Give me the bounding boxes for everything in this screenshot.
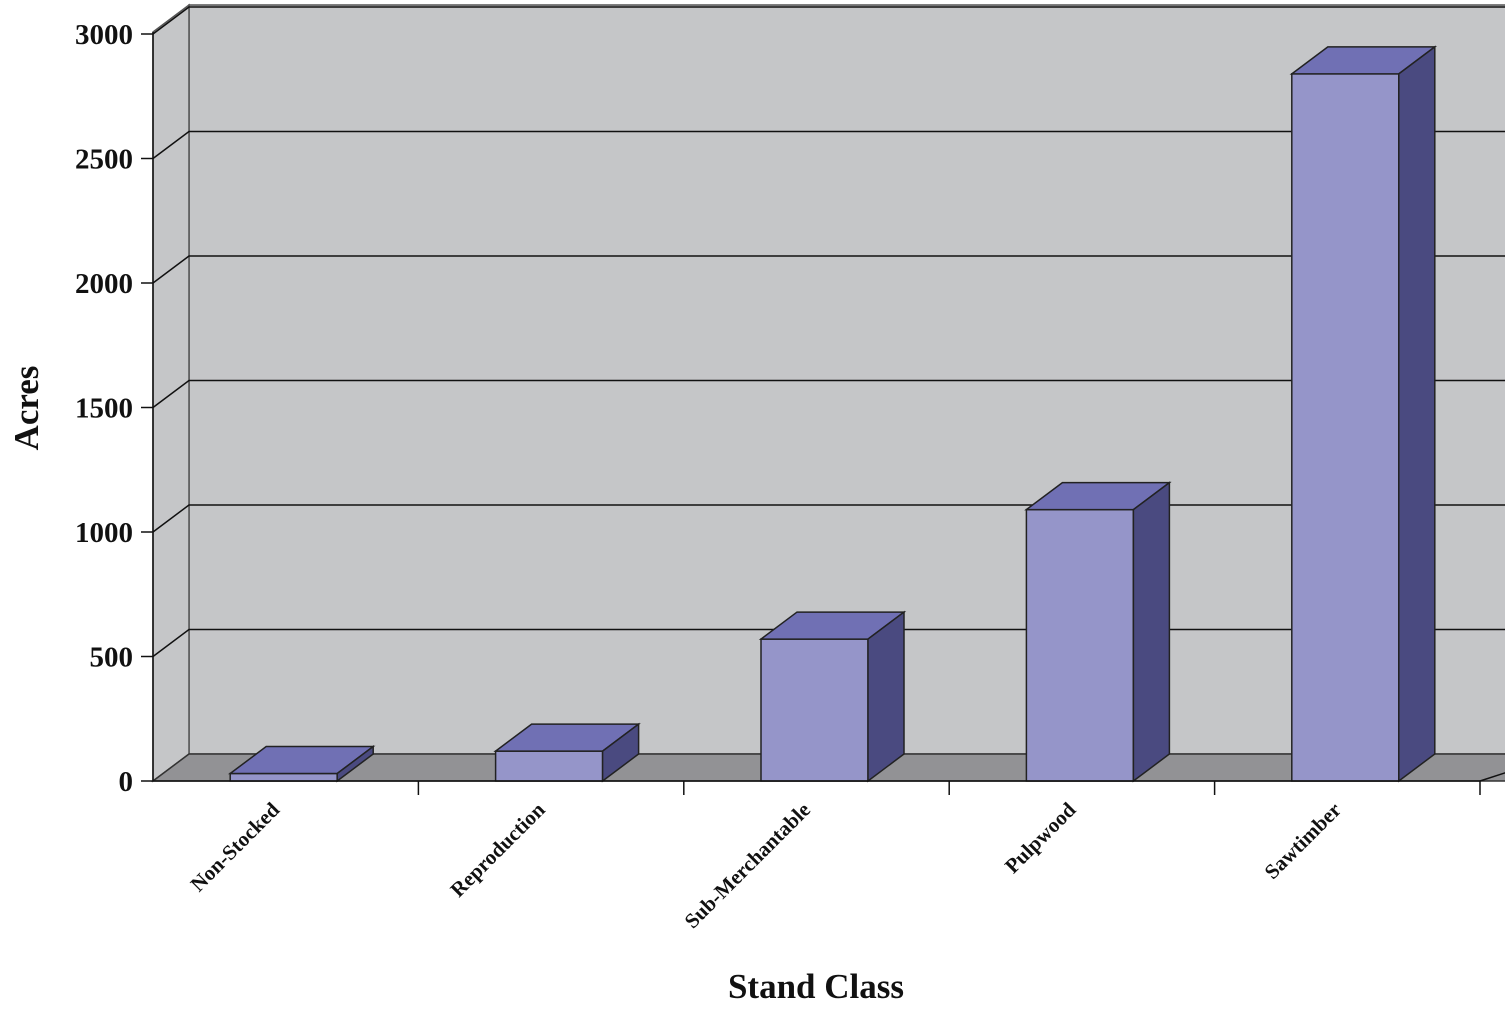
bar-side: [1398, 45, 1436, 783]
x-tick-label: Sub-Merchantable: [680, 798, 815, 933]
x-tick-label: Non-Stocked: [186, 797, 285, 896]
y-tick-label: 2500: [75, 144, 133, 176]
gridline: [152, 130, 1505, 160]
bar-front: [229, 772, 338, 782]
y-tick-label: 1000: [75, 517, 133, 549]
y-tick-label: 0: [119, 766, 134, 798]
bar-side: [336, 745, 374, 783]
x-tick-label: Sawtimber: [1260, 798, 1346, 884]
bars: [227, 45, 1438, 783]
x-axis-title: Stand Class: [728, 967, 904, 1006]
gridline: [152, 6, 1505, 35]
y-tick-label: 3000: [75, 19, 133, 51]
x-tick-label: Pulpwood: [1000, 797, 1081, 878]
bar-front: [1025, 508, 1135, 782]
y-axis-title: Acres: [7, 366, 46, 451]
gridline: [152, 379, 1505, 409]
y-tick-label: 500: [90, 642, 134, 674]
y-tick-label: 2000: [75, 268, 133, 300]
side-wall: [152, 3, 190, 783]
y-tick-label: 1500: [75, 393, 133, 425]
bar-front: [494, 750, 604, 782]
bar-side: [1132, 481, 1171, 783]
gridline: [152, 255, 1505, 284]
bar-side: [601, 722, 640, 783]
x-tick-label: Reproduction: [445, 797, 549, 901]
axes: [141, 32, 1505, 795]
bar-side: [867, 610, 905, 783]
floor-edge: [1479, 772, 1505, 782]
bar-front: [1291, 73, 1400, 782]
bar-front: [760, 638, 869, 782]
